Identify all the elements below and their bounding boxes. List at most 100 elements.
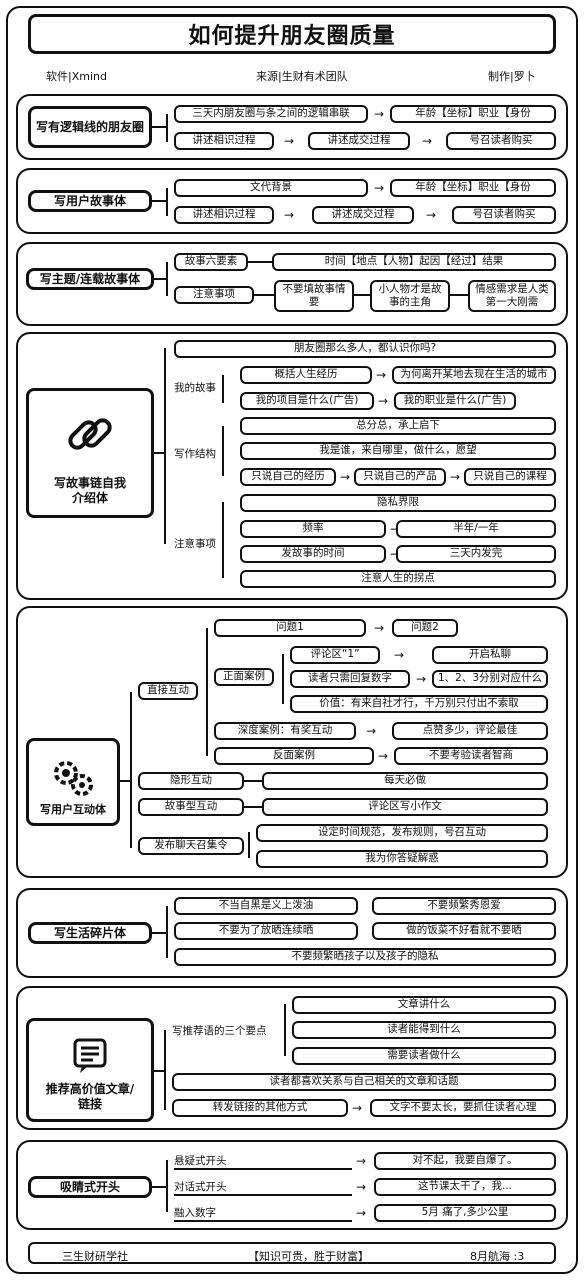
s7-b2[interactable]: 读者都喜欢关系与自己相关的文章和话题: [172, 1073, 556, 1091]
s4-b3c[interactable]: 发故事的时间: [240, 545, 386, 563]
s1-node-d[interactable]: 讲述成交过程: [308, 132, 410, 150]
s5-b1[interactable]: 直接互动: [138, 682, 198, 700]
topic-interaction[interactable]: 写用户互动体: [26, 738, 120, 826]
s5-b1b[interactable]: 正面案例: [214, 668, 274, 686]
s7-b1c[interactable]: 需要读者做什么: [292, 1047, 556, 1065]
s7-branch-tips[interactable]: 写推荐语的三个要点: [172, 1025, 267, 1037]
s4-b3d[interactable]: 注意人生的拐点: [240, 570, 556, 588]
s3-node-f[interactable]: 情感需求是人类第一大刚需: [468, 280, 556, 312]
s3-node-c[interactable]: 注意事项: [174, 286, 254, 304]
chat-document-icon: [73, 1038, 107, 1073]
topic-hook-opening[interactable]: 吸睛式开头: [28, 1176, 152, 1198]
s6-node-a[interactable]: 不当自黑是义上泼油: [174, 897, 358, 915]
s4-b1a[interactable]: 概括人生经历: [240, 366, 372, 384]
s4-b1a2[interactable]: 为何离开某地去现在生活的城市: [392, 366, 556, 384]
s3-node-d[interactable]: 不要填故事情要: [274, 280, 354, 312]
s5-b2a[interactable]: 每天必做: [262, 772, 548, 790]
outer-frame: [6, 6, 578, 1274]
s4-branch-my-story[interactable]: 我的故事: [174, 382, 216, 394]
s5-b1c[interactable]: 深度案例：有奖互动: [214, 722, 356, 740]
connector: [248, 261, 272, 263]
s5-b4a[interactable]: 设定时间规范，发布规则，号召互动: [256, 824, 548, 842]
s8-b2[interactable]: 这节课太干了，我...: [374, 1178, 556, 1196]
s1-node-c[interactable]: 讲述相识过程: [174, 132, 274, 150]
s5-b3a[interactable]: 评论区写小作文: [262, 798, 548, 816]
s1-node-e[interactable]: 号召读者购买: [446, 132, 556, 150]
s4-b2e[interactable]: 只说自己的课程: [464, 468, 556, 486]
software-label: 软件|Xmind: [46, 70, 107, 83]
s3-node-b[interactable]: 时间【地点【人物】起因【经过】结果: [272, 253, 556, 271]
section-life-fragments: [16, 888, 568, 978]
topic-life-fragments[interactable]: 写生活碎片体: [28, 922, 152, 944]
topic-recommend-label: 推荐高价值文章/链接: [45, 1081, 135, 1112]
s4-b3a[interactable]: 隐私界限: [240, 494, 556, 512]
section-story-chain: [16, 332, 568, 600]
s4-b2c[interactable]: 只说自己的经历: [240, 468, 336, 486]
page-title: 如何提升朋友圈质量: [28, 14, 556, 54]
s4-b3b[interactable]: 频率: [240, 520, 386, 538]
s5-b1b1r[interactable]: 开启私聊: [432, 646, 548, 664]
arrow-icon: →: [340, 470, 351, 484]
s5-b1d[interactable]: 反面案例: [214, 747, 374, 765]
s6-node-c[interactable]: 不要为了放晒连续晒: [174, 922, 358, 940]
s2-node-b[interactable]: 年龄【坐标】职业【身份: [390, 179, 556, 197]
s5-b1b1[interactable]: 评论区“1”: [290, 646, 380, 664]
s8-a2[interactable]: 对不起，我要自爆了。: [374, 1152, 556, 1170]
s1-node-b[interactable]: 年龄【坐标】职业【身份: [390, 105, 556, 123]
s8-a[interactable]: 悬疑式开头: [174, 1155, 227, 1167]
s2-node-e[interactable]: 号召读者购买: [452, 206, 556, 224]
s7-b3a[interactable]: 文字不要太长，要抓住读者心理: [370, 1099, 556, 1117]
s7-b3[interactable]: 转发链接的其他方式: [172, 1099, 348, 1117]
s8-c2[interactable]: 5月 痛了,多少公里: [374, 1204, 556, 1222]
s1-node-a[interactable]: 三天内朋友圈与条之间的逻辑串联: [174, 105, 368, 123]
arrow-icon: →: [356, 1154, 367, 1168]
s7-b1a[interactable]: 文章讲什么: [292, 996, 556, 1014]
section-logic-line: [16, 94, 568, 160]
s4-top-question[interactable]: 朋友圈那么多人，都认识你吗?: [174, 340, 556, 358]
s5-b1a[interactable]: 问题1: [214, 619, 366, 637]
s6-node-b[interactable]: 不要频繁秀恩爱: [372, 897, 556, 915]
s6-node-e[interactable]: 不要频繁晒孩子以及孩子的隐私: [174, 948, 556, 966]
s5-b1d2[interactable]: 不要考验读者智商: [394, 747, 548, 765]
s5-b1b2r[interactable]: 1、2、3分别对应什么: [432, 670, 548, 688]
s4-branch-structure[interactable]: 写作结构: [174, 448, 216, 460]
topic-serial-story[interactable]: 写主题/连载故事体: [26, 268, 154, 290]
connector: [152, 932, 166, 934]
s4-b2d[interactable]: 只说自己的产品: [354, 468, 446, 486]
s2-node-c[interactable]: 讲述相识过程: [174, 206, 274, 224]
connector: [222, 502, 224, 578]
s4-branch-notes[interactable]: 注意事项: [174, 538, 216, 550]
s6-node-d[interactable]: 做的饭菜不好看就不要晒: [372, 922, 556, 940]
topic-recommend[interactable]: 推荐高价值文章/链接: [26, 1018, 154, 1122]
s4-b2b[interactable]: 我是谁，来自哪里，做什么，愿望: [240, 442, 556, 460]
topic-story-chain[interactable]: 写故事链自我介绍体: [26, 388, 154, 518]
s8-c[interactable]: 融入数字: [174, 1207, 216, 1219]
s5-b2[interactable]: 隐形互动: [138, 772, 244, 790]
s3-node-a[interactable]: 故事六要素: [174, 253, 248, 271]
s3-node-e[interactable]: 小人物才是故事的主角: [370, 280, 450, 312]
arrow-icon: →: [422, 134, 433, 148]
s5-b1c2[interactable]: 点赞多少，评论最佳: [392, 722, 548, 740]
section-recommend: [16, 986, 568, 1130]
s4-b3c2[interactable]: 三天内发完: [396, 545, 556, 563]
s4-b1b2[interactable]: 我的职业是什么(广告): [394, 392, 516, 410]
s5-b1b3[interactable]: 价值：有来自社才行，千万别只付出不索取: [290, 695, 548, 713]
s5-b4[interactable]: 发布聊天召集令: [138, 837, 244, 855]
topic-logic-line[interactable]: 写有逻辑线的朋友圈: [28, 106, 152, 148]
s8-b[interactable]: 对话式开头: [174, 1181, 227, 1193]
arrow-icon: →: [376, 368, 387, 382]
connector: [164, 1030, 166, 1110]
s5-b3[interactable]: 故事型互动: [138, 798, 244, 816]
topic-user-story[interactable]: 写用户故事体: [28, 190, 152, 212]
s4-b1b[interactable]: 我的项目是什么(广告): [240, 392, 374, 410]
topic-story-chain-label: 写故事链自我介绍体: [53, 475, 126, 506]
s2-node-d[interactable]: 讲述成交过程: [312, 206, 414, 224]
s7-b1b[interactable]: 读者能得到什么: [292, 1021, 556, 1039]
s4-b3b2[interactable]: 半年/一年: [396, 520, 556, 538]
s5-b1a2[interactable]: 问题2: [392, 619, 458, 637]
s2-node-a[interactable]: 文代背景: [174, 179, 368, 197]
s4-b2a[interactable]: 总分总，承上启下: [240, 417, 556, 435]
s5-b4b[interactable]: 我为你答疑解惑: [256, 850, 548, 868]
connector: [166, 188, 168, 216]
s5-b1b2[interactable]: 读者只需回复数字: [290, 670, 410, 688]
